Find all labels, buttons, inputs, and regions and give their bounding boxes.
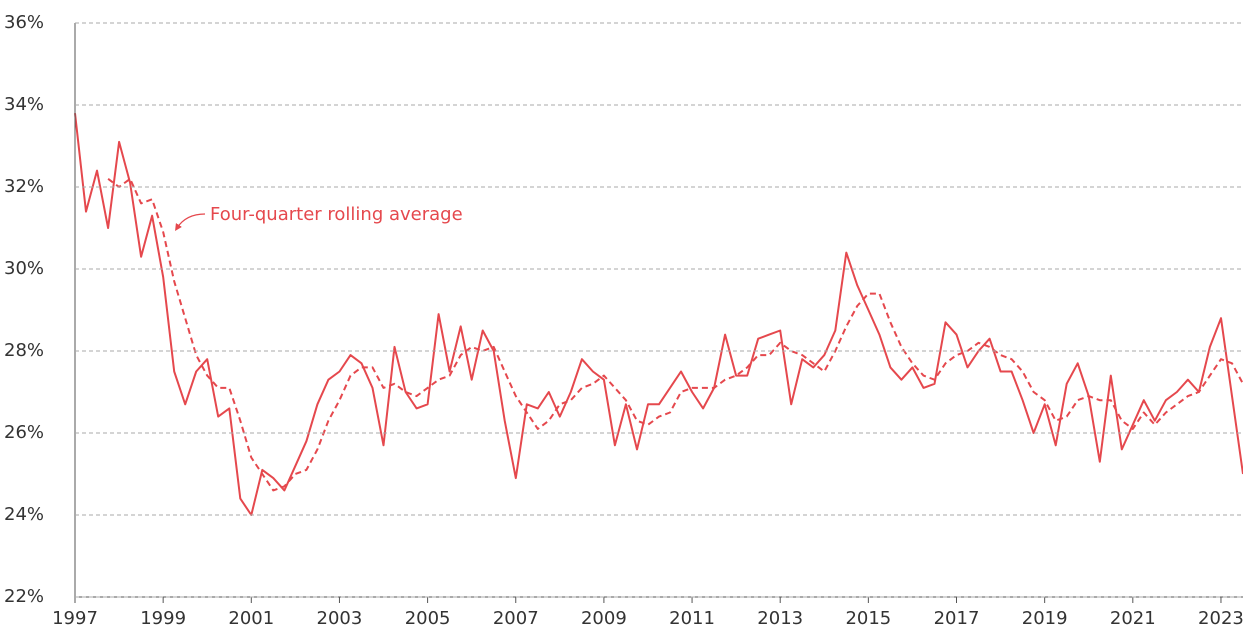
x-tick-label: 2003 xyxy=(317,608,363,629)
annotation: Four-quarter rolling average xyxy=(210,204,463,225)
x-tick-label: 2013 xyxy=(757,608,803,629)
x-tick-label: 2009 xyxy=(581,608,627,629)
annotation-arrow xyxy=(175,213,206,232)
x-tick-label: 2011 xyxy=(669,608,715,629)
x-tick-label: 2001 xyxy=(228,608,274,629)
series-line xyxy=(74,113,1243,516)
y-tick-label: 30% xyxy=(4,258,44,279)
y-tick-label: 28% xyxy=(4,340,44,361)
x-tick-label: 1999 xyxy=(140,608,186,629)
x-tick-label: 2007 xyxy=(493,608,539,629)
x-tick-label: 2023 xyxy=(1198,608,1243,629)
y-tick-label: 26% xyxy=(4,422,44,443)
x-tick-label: 2019 xyxy=(1022,608,1068,629)
y-tick-label: 34% xyxy=(4,94,44,115)
x-tick-label: 2005 xyxy=(405,608,451,629)
y-tick-label: 36% xyxy=(4,12,44,33)
x-tick-label: 1997 xyxy=(52,608,98,629)
y-tick-label: 22% xyxy=(4,586,44,607)
x-tick-label: 2015 xyxy=(845,608,891,629)
series-line xyxy=(107,177,1243,492)
x-tick-label: 2017 xyxy=(934,608,980,629)
x-tick-label: 2021 xyxy=(1110,608,1156,629)
y-tick-label: 24% xyxy=(4,504,44,525)
y-tick-label: 32% xyxy=(4,176,44,197)
